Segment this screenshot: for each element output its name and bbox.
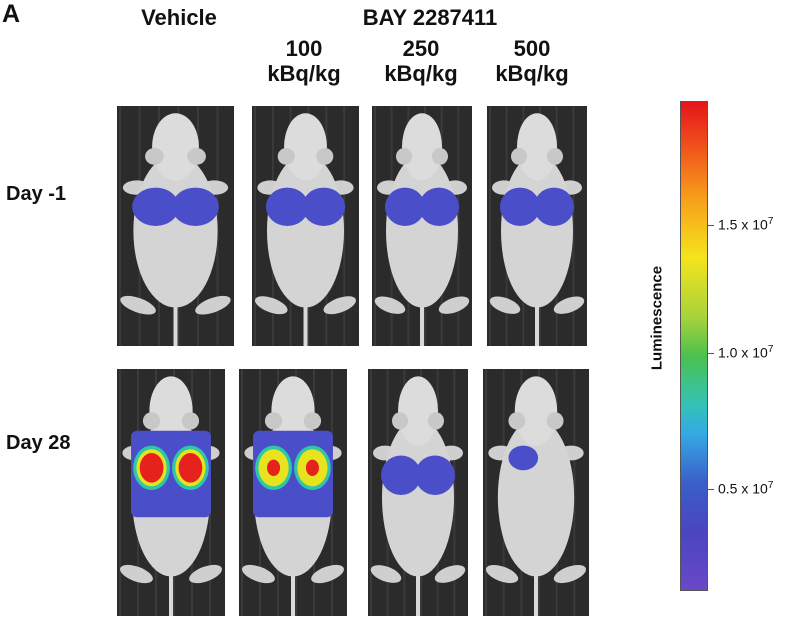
mouse-image-vehicle-day-28	[117, 369, 225, 616]
mouse-image-250-day-28	[368, 369, 468, 616]
mouse-image-100-day-28	[239, 369, 347, 616]
mouse-figure	[370, 369, 466, 616]
mouse-image-500-day-minus-1	[487, 106, 587, 346]
mouse-image-250-day-minus-1	[372, 106, 472, 346]
dose-500-label: 500 kBq/kg	[495, 36, 569, 86]
mouse-figure	[485, 369, 587, 616]
colorbar-tick-label: 0.5 x 107	[718, 480, 774, 497]
mouse-figure	[489, 106, 585, 346]
mouse-image-500-day-28	[483, 369, 589, 616]
mouse-image-vehicle-day-minus-1	[117, 106, 234, 346]
compound-header: BAY 2287411	[362, 5, 498, 30]
row-label-day-28: Day 28	[6, 432, 71, 454]
panel-letter: A	[2, 0, 21, 28]
colorbar-tick-label: 1.0 x 107	[718, 344, 774, 361]
dose-250-label: 250 kBq/kg	[384, 36, 458, 86]
vehicle-header: Vehicle	[141, 5, 217, 30]
mouse-figure	[374, 106, 470, 346]
colorbar-tick	[708, 225, 714, 226]
colorbar-tick	[708, 353, 714, 354]
mouse-figure	[241, 369, 344, 616]
mouse-figure	[254, 106, 357, 346]
mouse-image-100-day-minus-1	[252, 106, 359, 346]
mouse-figure	[119, 106, 231, 346]
mouse-figure	[119, 369, 222, 616]
luminescence-colorbar	[680, 101, 708, 591]
dose-100-label: 100 kBq/kg	[267, 36, 341, 86]
colorbar-tick	[708, 489, 714, 490]
colorbar-tick-label: 1.5 x 107	[718, 216, 774, 233]
colorbar-title: Luminescence	[648, 265, 666, 371]
row-label-day-minus-1: Day -1	[6, 183, 67, 205]
